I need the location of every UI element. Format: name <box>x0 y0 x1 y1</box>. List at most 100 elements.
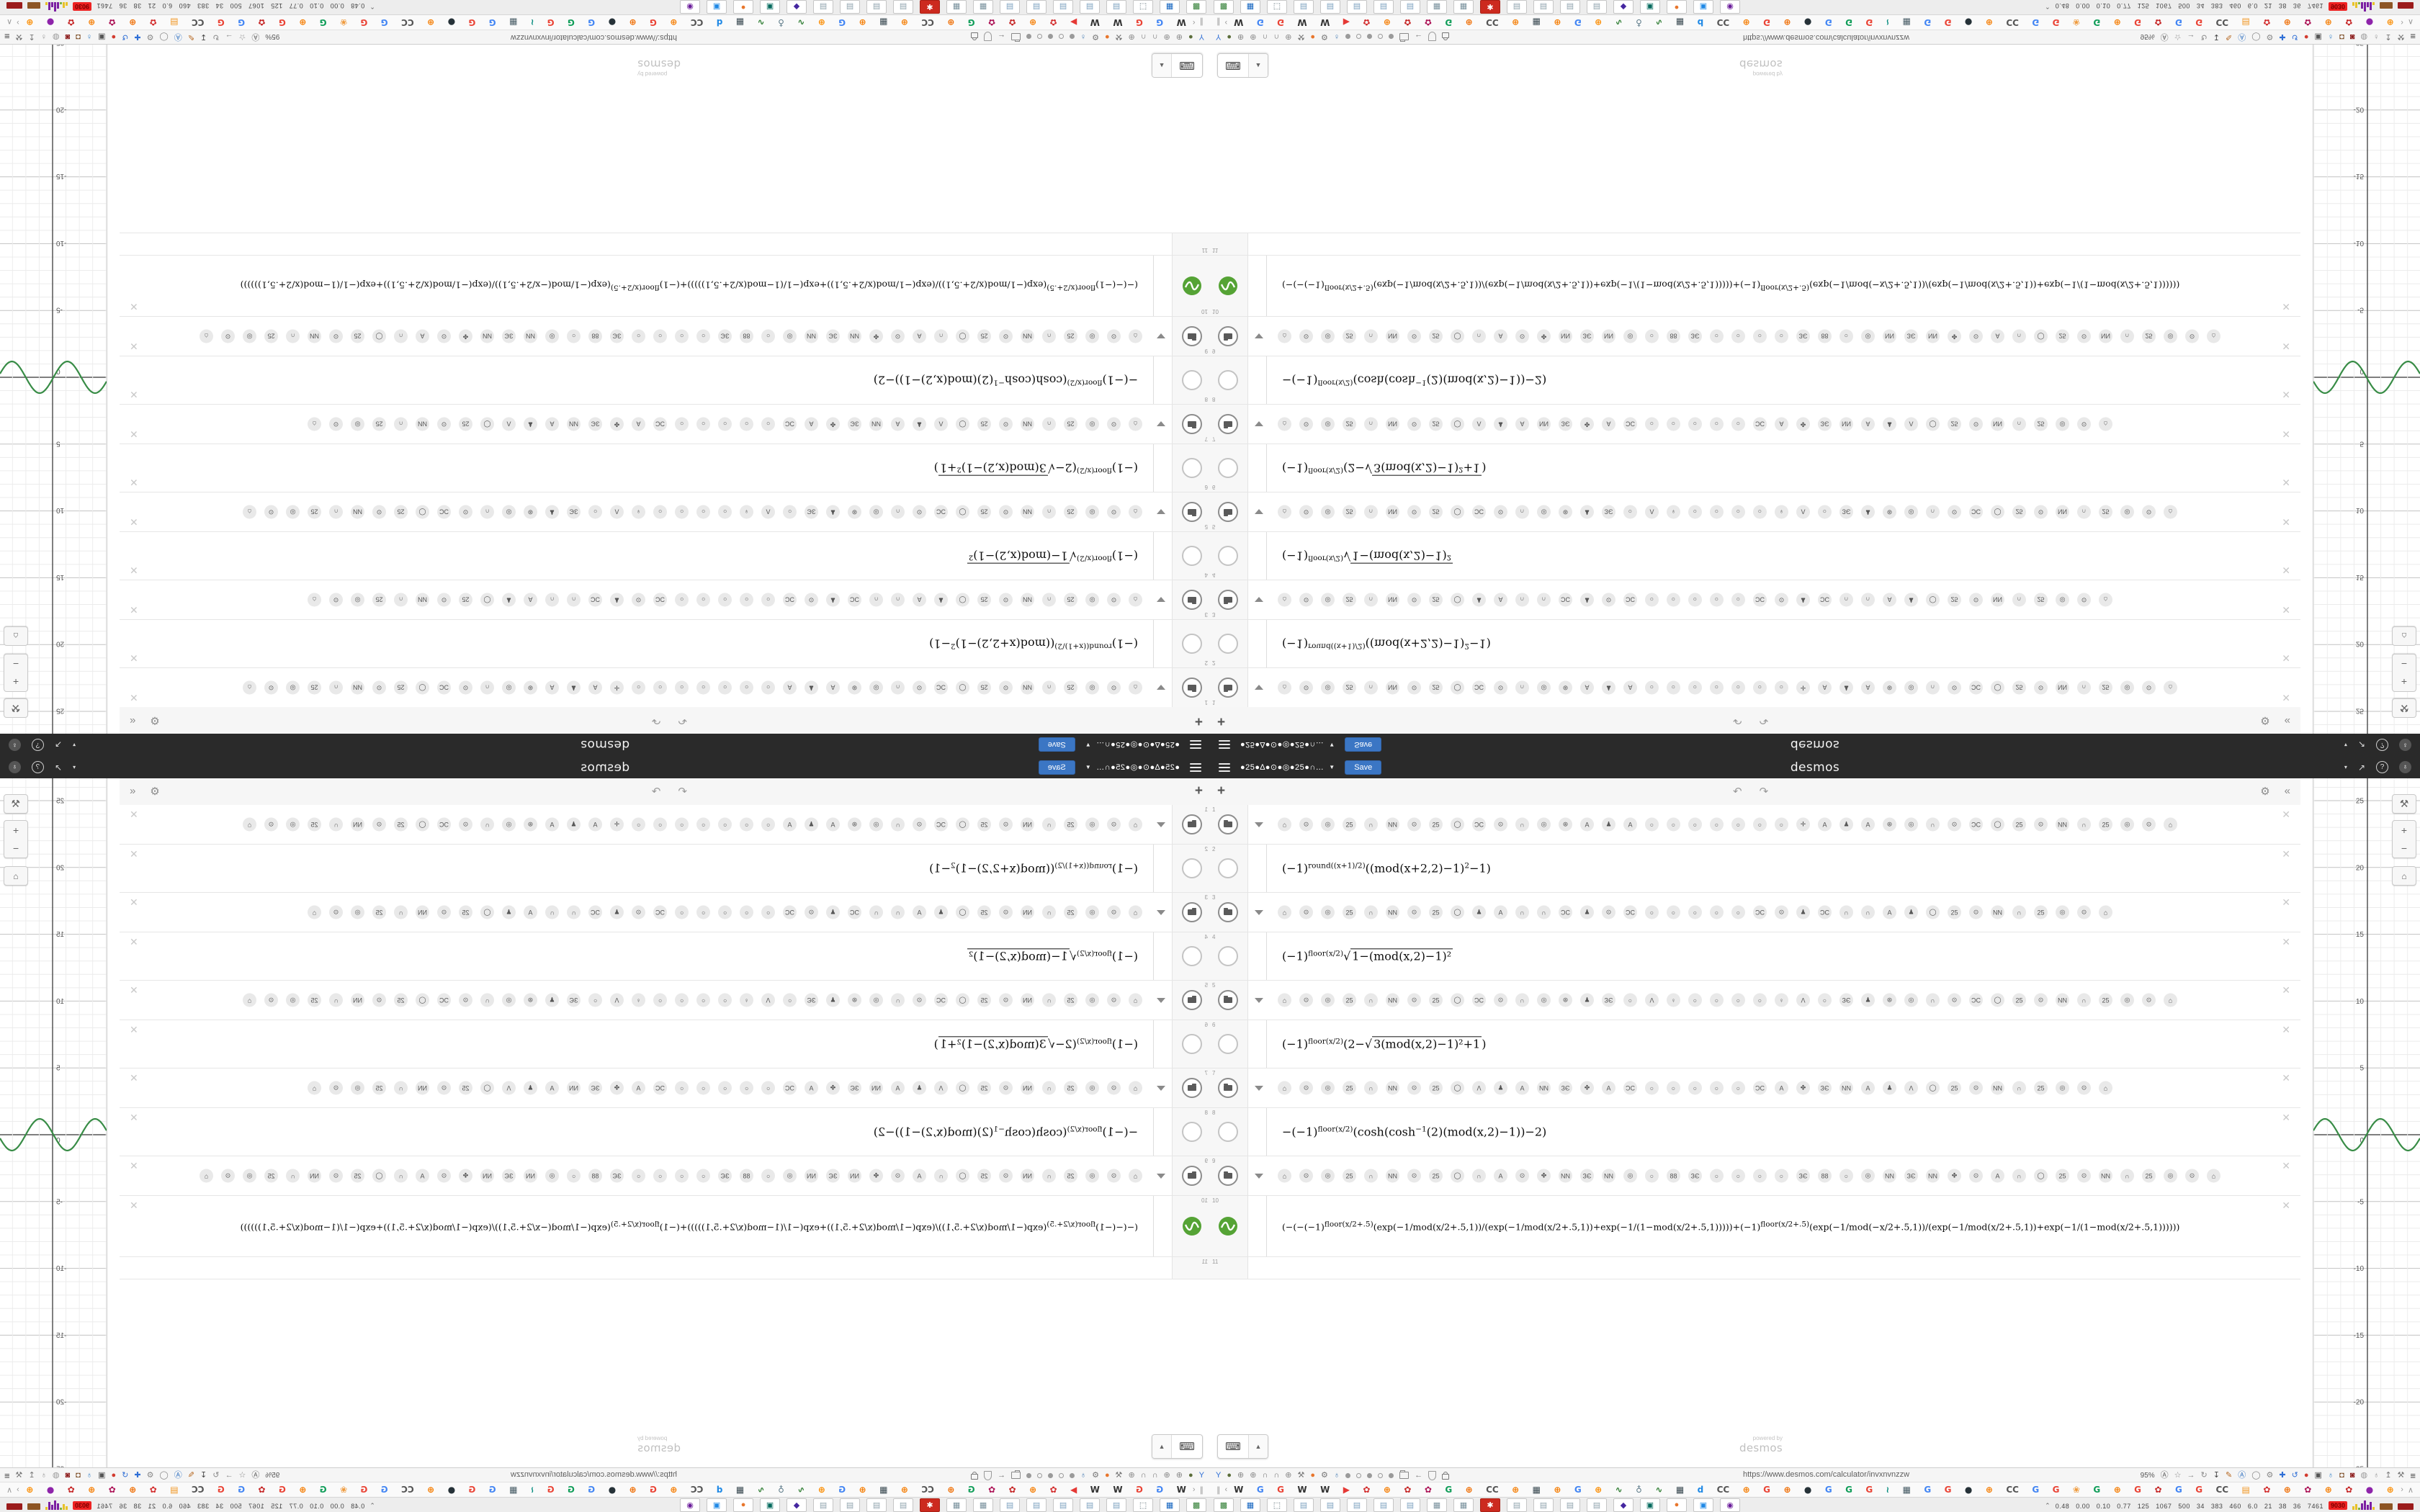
folder-collapse-caret-icon[interactable] <box>1157 1086 1165 1091</box>
bookmark-favicon[interactable]: W <box>1090 1485 1100 1495</box>
globe-icon[interactable]: ♁ <box>1333 32 1340 42</box>
bookmark-favicon[interactable]: ▦ <box>879 1485 888 1495</box>
ext-ring-icon[interactable]: ◯ <box>2251 1470 2261 1480</box>
note-emoji-text[interactable]: ⌂ ⊙ ◎ 25 ∩ NN ⊙ 25 ◯ ♟ A ∩ ∩ ƆC ♟ ⊙ ƆC ○ ○ ○ ○ ○ ƆC ⊙ ♟ ƆC ∩ ∩ A ♟ ◯ 25… <box>308 905 1142 919</box>
browser-tab[interactable]: ◉ <box>1720 1498 1740 1512</box>
delete-expression-button[interactable]: ✕ <box>130 341 138 352</box>
bookmark-favicon[interactable]: ✿ <box>2345 1485 2353 1495</box>
tab-group-dot-icon[interactable] <box>1378 1472 1384 1478</box>
browser-menu-icon[interactable]: ≡ <box>2410 31 2416 42</box>
folder-icon[interactable] <box>1399 33 1410 40</box>
bookmark-favicon[interactable]: ✿ <box>1404 1485 1412 1495</box>
ext-ring-icon[interactable]: ◯ <box>2251 32 2261 42</box>
hidden-curve-toggle-icon[interactable] <box>1182 946 1202 966</box>
bookmark-favicon[interactable]: ⊕ <box>859 1485 866 1495</box>
bookmark-favicon[interactable]: ▤ <box>170 1485 179 1495</box>
graph-title[interactable]: ●25●∆●⊙●◎●25●∩… <box>1240 740 1325 749</box>
bookmark-favicon[interactable]: ✿ <box>1049 1485 1057 1495</box>
bookmark-favicon[interactable]: G <box>488 17 496 27</box>
globe-puzzle-icon[interactable]: ♁ <box>2327 32 2334 42</box>
browser-tab[interactable]: ▦ <box>1427 1498 1447 1512</box>
bookmark-favicon[interactable]: ⊕ <box>129 17 137 27</box>
expression-latex[interactable]: (−1)round((x+1)/2)((mod(x+2,2)−1)2−1) <box>1282 636 1491 651</box>
delete-expression-button[interactable]: ✕ <box>130 564 138 576</box>
bookmark-favicon[interactable]: ▦ <box>509 1485 518 1495</box>
bookmark-favicon[interactable]: G <box>2093 17 2101 27</box>
browser-tab[interactable]: ▦ <box>1453 1498 1474 1512</box>
account-globe-icon[interactable]: ♁ <box>2399 761 2411 773</box>
delete-expression-button[interactable]: ✕ <box>130 984 138 996</box>
translate-icon[interactable]: Ⓐ <box>2160 32 2169 42</box>
bookmark-favicon[interactable]: CC <box>690 1485 704 1495</box>
bookmark-favicon[interactable]: ⊕ <box>26 17 34 27</box>
delete-expression-button[interactable]: ✕ <box>130 896 138 908</box>
folder-collapse-caret-icon[interactable] <box>1157 685 1165 690</box>
bookmark-favicon[interactable]: ⊕ <box>1465 1485 1473 1495</box>
note-emoji-text[interactable]: ⌂ ⊙ ◎ 25 ∩ NN ⊙ 25 ◯ ƆC ⊙ ∩ ◎ ⊛ A ♟ A ○ ○ ○ ○ ○ ○ ○ ✛ A ♟ A ⊛ ◎ ∩ ⊙ ƆC ◯ 2… <box>243 817 1142 832</box>
caret-down-icon[interactable]: ▾ <box>73 763 76 770</box>
tab-group-dot-icon[interactable] <box>1345 1472 1351 1478</box>
back-arrow-icon[interactable]: ← <box>1415 32 1423 42</box>
note-row[interactable]: 1 ⌂ ⊙ ◎ 25 ∩ NN ⊙ 25 ◯ ƆC ⊙ ∩ ◎ ⊛ A ♟ A ○ ○ ○ ○ ○ ○ ○ ✛ A ♟ A ⊛ ◎ ∩ ⊙ ƆC ◯… <box>120 805 1210 845</box>
download-icon[interactable]: ↧ <box>2213 1470 2220 1480</box>
bookmark-favicon[interactable]: G <box>2052 17 2060 27</box>
bookmark-favicon[interactable]: ⊕ <box>817 17 825 27</box>
hidden-curve-toggle-icon[interactable] <box>1218 546 1238 566</box>
browser-tab[interactable]: ▦ <box>1453 0 1474 14</box>
browser-tab[interactable]: ◆ <box>1613 1498 1634 1512</box>
folder-collapse-caret-icon[interactable] <box>1255 1174 1263 1179</box>
browser-tab[interactable]: ▤ <box>813 0 833 14</box>
bookmark-favicon[interactable]: W <box>1234 1485 1244 1495</box>
firefox-icon[interactable]: ● <box>1310 1470 1315 1480</box>
bookmark-favicon[interactable]: ⊕ <box>629 1485 637 1495</box>
translate2-icon[interactable]: Ⓐ <box>2238 32 2246 42</box>
highlighter-icon[interactable]: ✎ <box>2225 32 2233 42</box>
browser-tab[interactable]: ◉ <box>1720 0 1740 14</box>
browser-tab[interactable]: ▤ <box>1373 0 1394 14</box>
title-caret-icon[interactable]: ▼ <box>1085 764 1091 770</box>
delete-expression-button[interactable]: ✕ <box>130 516 138 528</box>
browser-tab[interactable]: ● <box>733 1498 753 1512</box>
bookmarks-scroll-right-icon[interactable]: › <box>2401 18 2403 27</box>
list-settings-gear-icon[interactable]: ⚙ <box>2260 786 2270 798</box>
tab-group-dot-icon[interactable] <box>1345 34 1351 40</box>
bookmark-favicon[interactable]: CC <box>1486 17 1499 27</box>
bookmark-favicon[interactable]: ● <box>1964 1485 1973 1495</box>
note-emoji-text[interactable]: ⌂ ⊙ ◎ 25 ∩ NN ⊙ 25 ◯ Λ ♟ A NN ЗЄ ✤ A ƆC ○ ○ ○ ○ ○ ƆC A ✤ ЗЄ NN A ♟ Λ ◯… <box>308 1081 1142 1095</box>
browser-tab[interactable]: ▤ <box>1587 0 1607 14</box>
bookmark-favicon[interactable]: ⊕ <box>1512 1485 1520 1495</box>
delete-expression-button[interactable]: ✕ <box>130 1200 138 1211</box>
bookmark-favicon[interactable]: ⊕ <box>2283 1485 2291 1495</box>
keypad-caret-icon[interactable]: ▲ <box>1248 1435 1268 1458</box>
note-row[interactable]: 5 ⌂ ⊙ ◎ 25 ∩ NN ⊙ 25 ◯ ƆC ⊙ ∩ ◎ ⊛ ♟ ЗЄ ○ Λ ♀ ○ ○ ○ ○ ♀ Λ ○ ЗЄ ♟ ⊛ ◎ ∩ ⊙ Ɔ… <box>120 981 1210 1020</box>
expression-latex[interactable]: (−1)round((x+1)/2)((mod(x+2,2)−1)2−1) <box>1282 861 1491 876</box>
headset-icon[interactable]: ∩ <box>1152 1470 1158 1480</box>
shield-gray-icon[interactable]: ◍ <box>2360 32 2368 42</box>
folder-icon[interactable] <box>1010 33 1021 40</box>
expression-row[interactable]: 4(−1)floor(x/2)√1−(mod(x,2)−1)²✕ <box>1210 932 2300 981</box>
browser-tab[interactable]: ⬚ <box>1133 1498 1153 1512</box>
stats-caret-icon[interactable]: ⌃ <box>369 1502 375 1509</box>
ext-gear-icon[interactable]: ⊕ <box>1175 32 1183 42</box>
delete-expression-button[interactable]: ✕ <box>130 848 138 860</box>
folder-icon[interactable] <box>1218 814 1238 834</box>
delete-expression-button[interactable]: ✕ <box>130 692 138 703</box>
expression-row[interactable]: 10 (−(−(−1)floor(x/2+.5)(exp(−1/mod(x/2+.… <box>1210 1196 2300 1257</box>
forward-icon[interactable]: → <box>225 32 233 42</box>
browser-tab[interactable]: ▤ <box>840 1498 860 1512</box>
url-field[interactable]: https://www.desmos.com/calculator/invxnv… <box>510 1470 677 1479</box>
bookmark-favicon[interactable]: G <box>468 17 476 27</box>
reload-icon[interactable]: ↻ <box>2200 32 2208 42</box>
expression-row[interactable]: 6(−1)floor(x/2)(2−√3(mod(x,2)−1)²+1)✕ <box>1210 1020 2300 1068</box>
ext-gear-icon[interactable]: ⚙ <box>146 32 154 42</box>
expression-row[interactable]: 4(−1)floor(x/2)√1−(mod(x,2)−1)²✕ <box>120 932 1210 981</box>
browser-tab[interactable]: ▤ <box>893 0 913 14</box>
expression-latex[interactable]: (−1)round((x+1)/2)((mod(x+2,2)−1)2−1) <box>929 861 1138 876</box>
panel-resize-divider[interactable] <box>2300 45 2313 734</box>
browser-tab[interactable]: ▣ <box>707 1498 727 1512</box>
tab-group-dot-icon[interactable] <box>1026 1472 1031 1478</box>
ext-plus-icon[interactable]: ✚ <box>134 1470 141 1480</box>
note-emoji-text[interactable]: ⌂ ⊙ ◎ 25 ∩ NN ⊙ 25 ◯ Λ ♟ A NN ЗЄ ✤ A ƆC ○ ○ ○ ○ ○ ƆC A ✤ ЗЄ NN A ♟ Λ ◯… <box>308 417 1142 431</box>
ext-gear-icon[interactable]: ⊕ <box>1250 32 1257 42</box>
